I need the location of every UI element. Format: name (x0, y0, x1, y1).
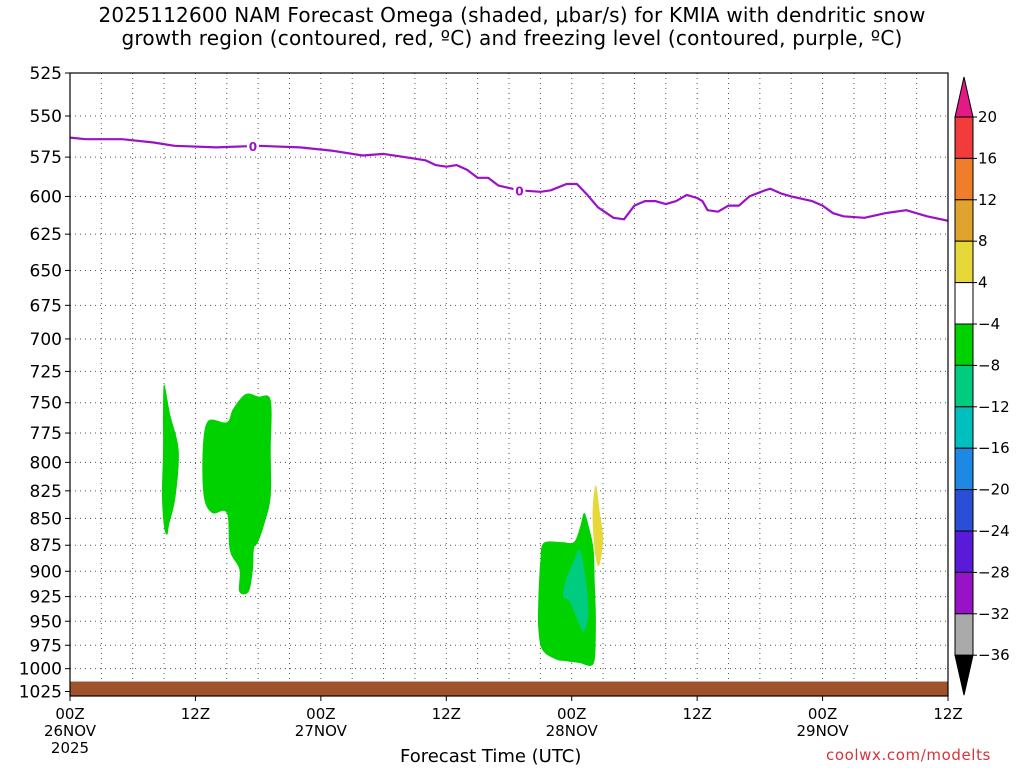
terrain-band (70, 681, 948, 696)
y-tick-label: 875 (30, 536, 62, 556)
contour-label-bg (513, 183, 526, 198)
y-tick-label: 775 (30, 424, 62, 444)
x-tick-label: 12Z (432, 705, 461, 723)
colorbar-label: 16 (978, 149, 997, 167)
x-tick-label: 00Z (306, 705, 335, 723)
colorbar-top-arrow (954, 76, 974, 118)
x-tick-label: 00Z (557, 705, 586, 723)
y-tick-label: 1025 (19, 683, 62, 703)
x-tick-year: 2025 (51, 739, 89, 757)
colorbar-label: 4 (978, 274, 988, 292)
x-tick-label: 12Z (933, 705, 962, 723)
colorbar-band (954, 447, 974, 491)
colorbar-label: −12 (978, 398, 1010, 416)
colorbar-band (954, 157, 974, 201)
contour-label-bg (246, 138, 259, 153)
contour-label: 0 (515, 184, 523, 198)
colorbar-label: −36 (978, 646, 1010, 664)
colorbar-band (954, 199, 974, 242)
y-tick-label: 850 (30, 509, 62, 529)
colorbar-band (954, 613, 974, 656)
y-tick-label: 700 (30, 330, 62, 350)
omega-shading (161, 384, 604, 666)
title-line-2: growth region (contoured, red, ºC) and f… (121, 26, 903, 50)
x-tick-label: 00Z (808, 705, 837, 723)
y-tick-label: 675 (30, 296, 62, 316)
plot-frame (69, 72, 949, 697)
freezing-level-contour: 00 (70, 136, 948, 222)
terrain-fill (70, 681, 948, 696)
y-tick-label: 725 (30, 362, 62, 382)
colorbar-label: −20 (978, 481, 1010, 499)
y-tick-label: 550 (30, 107, 62, 127)
colorbar-band (954, 406, 974, 449)
y-tick-label: 525 (30, 64, 62, 84)
colorbar-label: −24 (978, 522, 1010, 540)
colorbar-label: −16 (978, 439, 1010, 457)
omega-region (202, 393, 272, 595)
colorbar-band (954, 571, 974, 615)
colorbar-band (954, 489, 974, 532)
y-tick-label: 650 (30, 261, 62, 281)
colorbar-band (954, 240, 974, 284)
y-tick-label: 625 (30, 225, 62, 245)
y-tick-label: 1000 (19, 660, 62, 680)
x-tick-date: 27NOV (295, 722, 348, 740)
colorbar-band (954, 116, 974, 159)
y-tick-label: 900 (30, 562, 62, 582)
x-tick-label: 12Z (181, 705, 210, 723)
colorbar-band (954, 364, 974, 408)
colorbar-label: 20 (978, 108, 997, 126)
omega-region (161, 384, 179, 535)
colorbar-label: 12 (978, 191, 997, 209)
x-tick-label: 00Z (55, 705, 84, 723)
x-tick-date: 28NOV (546, 722, 599, 740)
y-tick-label: 825 (30, 482, 62, 502)
x-tick-label: 12Z (682, 705, 711, 723)
y-tick-label: 950 (30, 612, 62, 632)
colorbar-label: −4 (978, 315, 1000, 333)
colorbar-label: −8 (978, 356, 1000, 374)
colorbar: 20 16 12 8 4 −4 −8 −12 −16 −20 −24 −28 −32 −36 (954, 76, 1010, 696)
omega-region (563, 549, 589, 632)
y-tick-label: 600 (30, 187, 62, 207)
y-tick-label: 975 (30, 636, 62, 656)
grid-lines (70, 72, 948, 696)
freezing-level-line (70, 136, 948, 222)
title-line-1: 2025112600 NAM Forecast Omega (shaded, μ… (98, 3, 926, 27)
x-tick-date: 29NOV (797, 722, 850, 740)
colorbar-bottom-arrow (954, 654, 974, 696)
colorbar-band (954, 282, 974, 325)
x-axis-title: Forecast Time (UTC) (400, 746, 582, 767)
colorbar-label: 8 (978, 232, 988, 250)
y-tick-label: 575 (30, 148, 62, 168)
contour-label: 0 (249, 140, 257, 154)
y-tick-label: 800 (30, 453, 62, 473)
colorbar-label: −28 (978, 563, 1010, 581)
chart-title: 2025112600 NAM Forecast Omega (shaded, μ… (0, 4, 1024, 50)
y-axis: 525 550 575 600 625 650 675 700 725 750 775 800 825 8… (19, 64, 70, 703)
omega-region (592, 485, 604, 567)
y-tick-label: 925 (30, 588, 62, 608)
x-tick-date: 26NOV (44, 722, 97, 740)
colorbar-band (954, 323, 974, 366)
source-watermark: coolwx.com/modelts (826, 746, 991, 764)
colorbar-band (954, 530, 974, 573)
colorbar-label: −32 (978, 605, 1010, 623)
y-tick-label: 750 (30, 394, 62, 414)
